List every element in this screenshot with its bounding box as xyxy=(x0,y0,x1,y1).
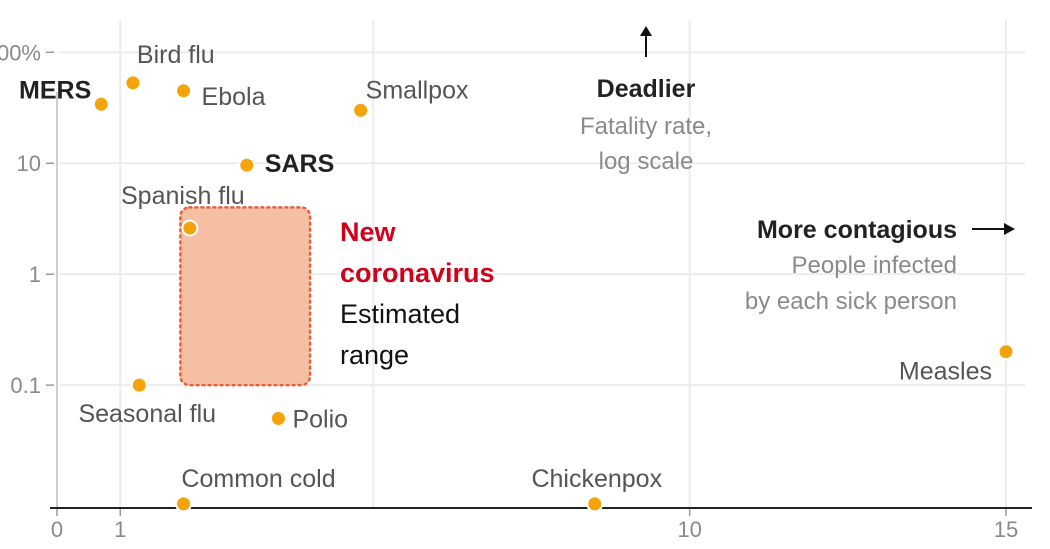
data-point xyxy=(181,219,199,237)
x-tick-label: 0 xyxy=(51,517,63,542)
up-arrow-head-icon xyxy=(640,26,652,36)
data-point xyxy=(269,409,287,427)
range-label-rest-2: range xyxy=(340,340,409,370)
annotations: Deadlier Fatality rate, log scale More c… xyxy=(340,26,1015,370)
range-label-highlight-2: coronavirus xyxy=(340,258,495,288)
data-point xyxy=(92,95,110,113)
y-tick-label: 100% xyxy=(0,40,41,65)
x-tick-label: 1 xyxy=(114,517,126,542)
data-points xyxy=(92,74,1015,513)
x-axis-subtitle-line-1: People infected xyxy=(792,252,957,279)
data-label: MERS xyxy=(19,76,91,104)
axes: 100% 10 1 0.1 0 1 10 15 xyxy=(0,40,1032,542)
x-tick-label: 15 xyxy=(994,517,1018,542)
data-label: Common cold xyxy=(181,465,335,493)
data-point xyxy=(352,101,370,119)
data-label: SARS xyxy=(265,150,334,178)
data-point xyxy=(238,156,256,174)
data-point xyxy=(997,343,1015,361)
y-tick-label: 0.1 xyxy=(10,373,41,398)
data-label: Chickenpox xyxy=(531,465,662,493)
data-label: Polio xyxy=(292,405,348,433)
y-axis-subtitle-line-1: Fatality rate, xyxy=(580,113,712,140)
y-axis-subtitle-line-2: log scale xyxy=(599,148,694,175)
data-point xyxy=(586,495,604,513)
range-label-highlight-1: New xyxy=(340,217,397,247)
x-axis-title: More contagious xyxy=(757,216,957,244)
estimated-range-box xyxy=(179,206,312,387)
data-label: Smallpox xyxy=(366,76,469,104)
range-label-rest-1: Estimated xyxy=(340,299,460,329)
data-label: Spanish flu xyxy=(121,182,245,210)
data-point xyxy=(175,495,193,513)
estimated-range-layer xyxy=(179,206,312,387)
y-tick-label: 10 xyxy=(17,151,41,176)
right-arrow-head-icon xyxy=(1004,223,1015,235)
data-label: Measles xyxy=(899,358,992,386)
data-point xyxy=(130,376,148,394)
data-label: Seasonal flu xyxy=(78,400,216,428)
x-tick-label: 10 xyxy=(677,517,701,542)
data-point xyxy=(124,74,142,92)
data-point xyxy=(175,82,193,100)
y-axis-title: Deadlier xyxy=(597,75,696,103)
data-label: Ebola xyxy=(202,83,266,111)
y-tick-label: 1 xyxy=(29,262,41,287)
data-label: Bird flu xyxy=(137,41,215,69)
point-labels: Bird flu MERS Ebola Smallpox SARS Spanish flu… xyxy=(19,41,992,493)
x-axis-subtitle-line-2: by each sick person xyxy=(745,288,957,315)
